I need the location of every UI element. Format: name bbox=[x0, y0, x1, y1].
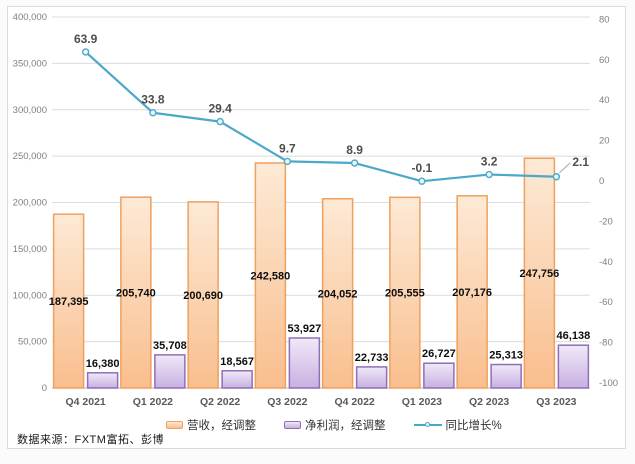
profit-value-label: 35,708 bbox=[153, 340, 187, 352]
bars bbox=[52, 157, 590, 389]
growth-line bbox=[84, 51, 557, 183]
x-axis-label: Q4 2022 bbox=[334, 396, 375, 408]
growth-marker bbox=[485, 170, 493, 179]
legend-label-profit: 净利润，经调整 bbox=[305, 420, 386, 432]
y-axis-label-right: 0 bbox=[599, 176, 604, 187]
growth-value-labels: 63.9 33.8 29.4 9.7 8.9 -0.1 3.2 2.1 bbox=[74, 32, 589, 175]
growth-marker bbox=[350, 159, 359, 167]
label-leader-line bbox=[559, 162, 571, 174]
y-axis-label-left: 350,000 bbox=[13, 58, 47, 69]
profit-value-label: 18,567 bbox=[220, 356, 254, 368]
growth-marker bbox=[81, 48, 90, 56]
profit-value-label: 53,927 bbox=[288, 323, 322, 335]
y-axis-label-left: 100,000 bbox=[13, 290, 47, 301]
x-axis-label: Q2 2022 bbox=[199, 396, 241, 408]
revenue-bar bbox=[389, 196, 421, 389]
y-axis-label-right: -80 bbox=[599, 338, 613, 349]
legend: 营收，经调整 净利润，经调整 同比增长% bbox=[166, 417, 502, 433]
revenue-value-label: 247,756 bbox=[519, 268, 559, 280]
x-axis-label: Q3 2022 bbox=[267, 396, 308, 408]
revenue-swatch-icon bbox=[166, 421, 183, 429]
revenue-value-label: 204,052 bbox=[318, 288, 358, 300]
revenue-bar bbox=[321, 197, 354, 389]
revenue-value-label: 205,555 bbox=[385, 288, 425, 300]
y-axis-label-right: 20 bbox=[599, 136, 610, 147]
axis-tick-labels: 400,000 350,000 300,000 250,000 200,000 150,0… bbox=[13, 12, 618, 394]
y-axis-label-right: -60 bbox=[599, 297, 613, 308]
growth-marker bbox=[418, 177, 426, 185]
growth-marker bbox=[149, 109, 157, 117]
y-axis-label-right: -40 bbox=[599, 257, 613, 268]
x-axis-label: Q4 2021 bbox=[65, 396, 106, 408]
revenue-bar bbox=[523, 157, 556, 389]
growth-value-label: 2.1 bbox=[572, 155, 589, 169]
profit-value-label: 26,727 bbox=[422, 348, 456, 360]
y-axis-label-left: 200,000 bbox=[13, 198, 47, 209]
legend-label-growth: 同比增长% bbox=[445, 420, 502, 432]
x-axis-label: Q2 2023 bbox=[468, 396, 510, 408]
growth-value-label: 9.7 bbox=[279, 141, 296, 155]
y-axis-label-right: 40 bbox=[599, 95, 610, 106]
y-axis-label-right: 60 bbox=[599, 55, 610, 66]
revenue-value-label: 242,580 bbox=[250, 271, 290, 283]
growth-value-label: 63.9 bbox=[74, 32, 98, 46]
y-axis-label-left: 400,000 bbox=[13, 12, 47, 23]
data-source-note: 数据来源：FXTM富拓、彭博 bbox=[17, 434, 164, 446]
y-axis-label-left: 150,000 bbox=[13, 244, 47, 255]
revenue-bar bbox=[120, 196, 152, 389]
growth-marker bbox=[283, 157, 292, 166]
profit-bar bbox=[490, 363, 522, 389]
growth-value-label: 33.8 bbox=[141, 93, 165, 107]
revenue-bar bbox=[52, 213, 85, 389]
revenue-value-label: 187,395 bbox=[49, 296, 89, 308]
profit-bar bbox=[154, 354, 186, 389]
x-axis-label: Q1 2023 bbox=[401, 396, 443, 408]
profit-bar bbox=[557, 344, 590, 389]
y-axis-label-right: -20 bbox=[599, 216, 613, 227]
legend-item-profit: 净利润，经调整 bbox=[284, 417, 386, 433]
profit-bar bbox=[86, 372, 119, 389]
profit-bar bbox=[221, 370, 253, 389]
growth-value-label: 29.4 bbox=[208, 102, 232, 116]
revenue-bar bbox=[254, 162, 287, 389]
profit-bar bbox=[355, 366, 388, 389]
revenue-value-label: 205,740 bbox=[116, 288, 156, 300]
profit-bar bbox=[288, 337, 321, 389]
profit-value-label: 16,380 bbox=[86, 358, 120, 370]
x-axis-label: Q1 2022 bbox=[132, 396, 174, 408]
revenue-value-label: 207,176 bbox=[452, 287, 492, 299]
revenue-bar bbox=[456, 195, 488, 389]
revenue-value-label: 200,690 bbox=[183, 290, 223, 302]
y-axis-label-right: -100 bbox=[599, 378, 618, 389]
y-axis-label-right: 80 bbox=[599, 14, 610, 25]
legend-item-revenue: 营收，经调整 bbox=[166, 417, 256, 433]
y-axis-label-left: 250,000 bbox=[13, 151, 47, 162]
growth-value-label: 8.9 bbox=[346, 143, 363, 157]
legend-label-revenue: 营收，经调整 bbox=[187, 420, 256, 432]
revenue-bar bbox=[187, 201, 219, 389]
growth-value-label: 3.2 bbox=[481, 155, 498, 169]
growth-marker bbox=[216, 117, 224, 126]
growth-marker bbox=[552, 173, 561, 181]
growth-line-series bbox=[81, 48, 561, 185]
x-axis-label: Q3 2023 bbox=[536, 396, 577, 408]
bar-value-labels: 187,395 16,380 205,740 35,708 200,690 18,567 2… bbox=[49, 268, 590, 370]
profit-swatch-icon bbox=[284, 421, 301, 429]
y-axis-label-left: 300,000 bbox=[13, 105, 47, 116]
profit-value-label: 25,313 bbox=[489, 350, 523, 362]
profit-value-label: 22,733 bbox=[355, 352, 389, 364]
growth-line-swatch-icon bbox=[413, 421, 442, 427]
profit-bar bbox=[423, 362, 455, 389]
y-axis-label-left: 50,000 bbox=[18, 337, 47, 348]
y-axis-label-left: 0 bbox=[42, 383, 47, 394]
profit-value-label: 46,138 bbox=[557, 330, 591, 342]
legend-item-growth: 同比增长% bbox=[413, 417, 502, 433]
growth-value-label: -0.1 bbox=[412, 161, 433, 175]
